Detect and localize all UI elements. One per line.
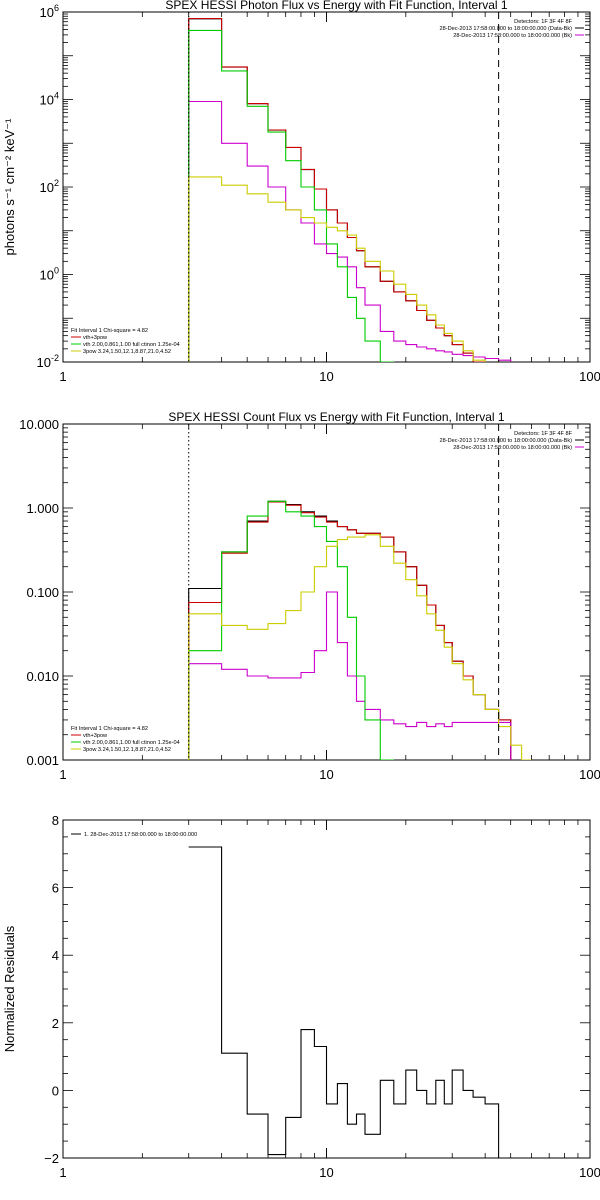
x-axis: 1 10 100 bbox=[59, 424, 600, 782]
y-axis-label: photons s⁻¹ cm⁻² keV⁻¹ bbox=[2, 118, 17, 256]
y-tick-label: 106 bbox=[40, 3, 59, 20]
y-tick-label: 10-2 bbox=[37, 353, 59, 370]
svg-text:Detectors: 1F 3F 4F 8F: Detectors: 1F 3F 4F 8F bbox=[514, 19, 572, 25]
series-vth bbox=[188, 500, 394, 760]
y-tick-label: 0.001 bbox=[26, 753, 59, 768]
y-axis: −2 0 2 4 6 8 bbox=[44, 813, 590, 1166]
fit-legend: Fit Interval 1 Chi-square = 4.82vth+3pow… bbox=[71, 328, 180, 355]
fit-legend-entry: vth 2.00,0.861,1.00 full ctinon 1.25e-04 bbox=[83, 740, 180, 746]
y-tick-label: 10.000 bbox=[19, 417, 59, 432]
y-tick-label: 1.000 bbox=[26, 501, 59, 516]
series-3pow bbox=[188, 176, 512, 362]
fit-legend-entry: vth+3pow bbox=[83, 733, 108, 739]
y-tick-label: 0.010 bbox=[26, 669, 59, 684]
y-tick-label: 0 bbox=[52, 1083, 59, 1098]
legend-entry: 28-Dec-2013 17:58:00.000 to 18:00:00.000… bbox=[453, 445, 572, 451]
y-tick-label: 4 bbox=[52, 948, 59, 963]
y-tick-label: 0.100 bbox=[26, 585, 59, 600]
y-tick-label: 102 bbox=[40, 178, 59, 195]
chart-2: SPEX HESSI Count Flux vs Energy with Fit… bbox=[19, 410, 600, 782]
y-tick-label: 6 bbox=[52, 881, 59, 896]
x-tick-label: 1 bbox=[59, 1165, 66, 1180]
fit-legend-entry: 3pow 3.24,1.50,12.1,8.87,21.0,4.52 bbox=[83, 349, 171, 355]
fit-legend-entry: vth 2.00,0.861,1.00 full ctinon 1.25e-04 bbox=[83, 342, 180, 348]
chart-3: 1 10 100 −2 0 2 4 6 8 Normalized Residuals 1. 28-D… bbox=[2, 813, 600, 1180]
y-tick-label: 2 bbox=[52, 1016, 59, 1031]
residual-legend-entry: 1. 28-Dec-2013 17:58:00.000 to 18:00:00.… bbox=[84, 832, 197, 838]
series-vth-3pow bbox=[188, 501, 512, 760]
x-tick-label: 1 bbox=[59, 767, 66, 782]
fit-legend-entry: vth+3pow bbox=[83, 335, 108, 341]
fit-title: Fit Interval 1 Chi-square = 4.82 bbox=[71, 726, 148, 732]
x-tick-label: 100 bbox=[579, 369, 600, 384]
series-layer bbox=[188, 17, 512, 362]
series-data-bk bbox=[188, 500, 512, 760]
x-tick-label: 10 bbox=[319, 369, 333, 384]
chart-title: SPEX HESSI Photon Flux vs Energy with Fi… bbox=[165, 0, 507, 12]
x-tick-label: 10 bbox=[319, 1165, 333, 1180]
y-axis: 0.001 0.010 0.100 1.000 10.000 bbox=[19, 417, 590, 768]
series-3pow bbox=[188, 534, 532, 760]
legend-entry: 28-Dec-2013 17:58:00.000 to 18:00:00.000… bbox=[440, 26, 573, 32]
legend-entry: 28-Dec-2013 17:58:00.000 to 18:00:00.000… bbox=[440, 438, 573, 444]
y-tick-label: −2 bbox=[44, 1151, 59, 1166]
series-layer bbox=[188, 500, 532, 760]
y-tick-label: 100 bbox=[40, 266, 59, 283]
series-layer bbox=[188, 846, 500, 1158]
legend-entry: 28-Dec-2013 17:58:00.000 to 18:00:00.000… bbox=[453, 33, 572, 39]
y-tick-label: 8 bbox=[52, 813, 59, 828]
x-axis: 1 10 100 bbox=[59, 12, 600, 384]
svg-text:Detectors: 1F 3F 4F 8F: Detectors: 1F 3F 4F 8F bbox=[514, 431, 572, 437]
y-axis-label: Normalized Residuals bbox=[2, 925, 17, 1052]
series-bk bbox=[188, 100, 512, 362]
y-tick-label: 104 bbox=[40, 91, 59, 108]
fit-legend-entry: 3pow 3.24,1.50,12.1,8.87,21.0,4.52 bbox=[83, 747, 171, 753]
residual-legend: 1. 28-Dec-2013 17:58:00.000 to 18:00:00.… bbox=[71, 832, 197, 838]
x-tick-label: 100 bbox=[579, 767, 600, 782]
series-vth-3pow bbox=[188, 17, 512, 362]
x-tick-label: 100 bbox=[579, 1165, 600, 1180]
x-axis: 1 10 100 bbox=[59, 820, 600, 1180]
plot-frame bbox=[62, 11, 591, 363]
chart-1: SPEX HESSI Photon Flux vs Energy with Fi… bbox=[2, 0, 600, 384]
series-vth bbox=[188, 29, 407, 362]
x-tick-label: 10 bbox=[319, 767, 333, 782]
fit-legend: Fit Interval 1 Chi-square = 4.82vth+3pow… bbox=[71, 726, 180, 753]
plot-frame bbox=[62, 819, 591, 1159]
fit-title: Fit Interval 1 Chi-square = 4.82 bbox=[71, 328, 148, 334]
series-residuals bbox=[188, 846, 500, 1158]
chart-title: SPEX HESSI Count Flux vs Energy with Fit… bbox=[168, 410, 504, 424]
x-tick-label: 1 bbox=[59, 369, 66, 384]
y-axis: 10-2 100 102 104 106 bbox=[37, 3, 590, 370]
